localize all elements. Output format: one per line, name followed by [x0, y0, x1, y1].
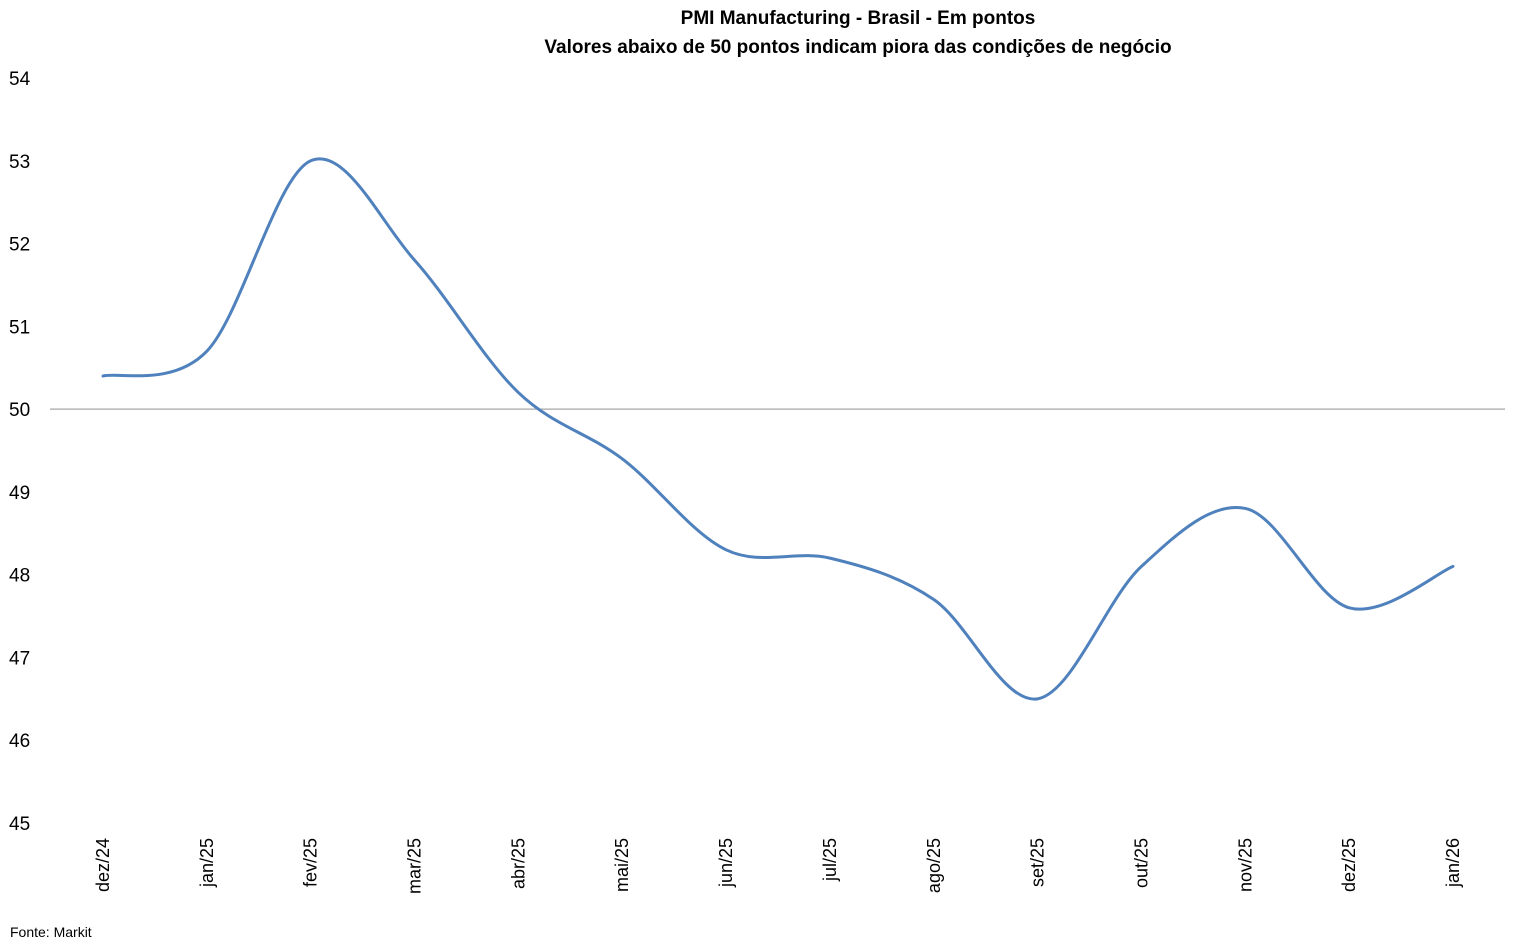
- y-tick-label: 47: [9, 648, 30, 669]
- x-tick-label: out/25: [1131, 838, 1151, 888]
- data-point-jun-25: [725, 548, 728, 551]
- source-note: Fonte: Markit: [10, 924, 92, 940]
- x-axis: dez/24 jan/25 fev/25 mar/25 abr/25 mai/25 jun/…: [93, 838, 1463, 894]
- series-group: [101, 157, 1455, 701]
- data-point-mai-25: [621, 457, 624, 460]
- y-tick-label: 48: [9, 566, 30, 587]
- x-tick-label: mai/25: [612, 838, 632, 892]
- data-point-ago-25: [932, 598, 935, 601]
- x-tick-label: jun/25: [716, 838, 736, 888]
- x-tick-label: dez/25: [1339, 838, 1359, 892]
- data-point-dez-25: [1348, 606, 1351, 609]
- chart-subtitle: Valores abaixo de 50 pontos indicam pior…: [544, 37, 1171, 58]
- data-point-jan-26: [1452, 565, 1455, 568]
- x-tick-label: set/25: [1028, 838, 1048, 887]
- y-tick-label: 51: [9, 317, 30, 338]
- x-tick-label: abr/25: [508, 838, 528, 889]
- data-point-mar-25: [413, 259, 416, 262]
- y-tick-label: 45: [9, 814, 30, 835]
- x-tick-label: fev/25: [301, 838, 321, 887]
- data-point-set-25: [1036, 697, 1039, 700]
- y-tick-label: 46: [9, 731, 30, 752]
- data-point-jul-25: [828, 557, 831, 560]
- x-tick-label: nov/25: [1235, 838, 1255, 892]
- data-point-out-25: [1140, 565, 1143, 568]
- data-point-nov-25: [1244, 507, 1247, 510]
- y-tick-label: 49: [9, 483, 30, 504]
- data-point-jan-25: [205, 350, 208, 353]
- x-tick-label: dez/24: [93, 838, 113, 892]
- x-tick-label: jul/25: [820, 838, 840, 882]
- y-tick-label: 54: [9, 69, 31, 90]
- y-axis: 54 53 52 51 50 49 48 47 46 45: [9, 69, 31, 835]
- chart-title: PMI Manufacturing - Brasil - Em pontos: [681, 8, 1036, 29]
- data-point-fev-25: [309, 159, 312, 162]
- y-tick-label: 50: [9, 400, 30, 421]
- x-tick-label: mar/25: [405, 838, 425, 894]
- y-tick-label: 52: [9, 235, 30, 256]
- x-tick-label: ago/25: [924, 838, 944, 893]
- y-tick-label: 53: [9, 152, 30, 173]
- series-line-pmi: [101, 157, 1455, 701]
- x-tick-label: jan/26: [1443, 838, 1463, 888]
- data-point-dez-24: [102, 375, 105, 378]
- data-point-abr-25: [517, 391, 520, 394]
- x-tick-label: jan/25: [197, 838, 217, 888]
